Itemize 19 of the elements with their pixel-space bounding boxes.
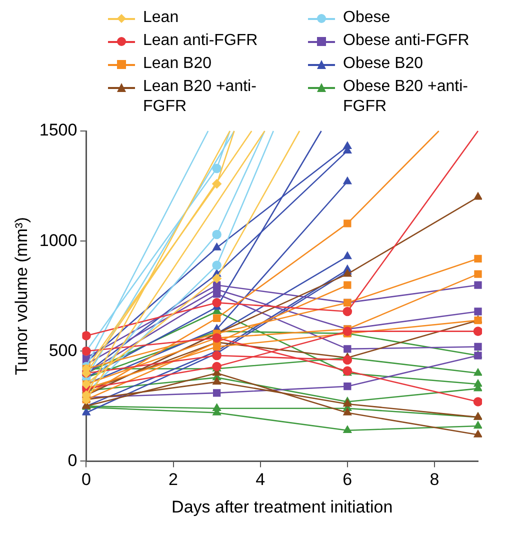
legend-label: Obese anti-FGFR [343, 31, 470, 51]
y-tick-label: 1500 [39, 120, 78, 140]
x-axis-title: Days after treatment initiation [172, 497, 393, 516]
x-tick-label: 6 [342, 470, 352, 490]
y-tick-label: 500 [48, 340, 78, 360]
legend-label: Obese B20 [343, 54, 424, 74]
x-tick-label: 2 [168, 470, 178, 490]
x-tick-label: 8 [430, 470, 440, 490]
x-tick-label: 4 [256, 470, 266, 490]
y-tick-label: 0 [68, 450, 78, 470]
y-axis-title: Tumor volume (mm³) [12, 217, 31, 376]
y-tick-label: 1000 [39, 230, 78, 250]
legend-label: Lean B20 [143, 54, 212, 74]
legend-label: Obese [343, 8, 390, 28]
x-tick-label: 0 [81, 470, 91, 490]
legend-label: Lean B20 +anti-FGFR [143, 77, 258, 117]
legend-label: Lean [143, 8, 179, 28]
legend-label: Lean anti-FGFR [143, 31, 258, 51]
legend-label: Obese B20 +anti-FGFR [343, 77, 469, 117]
